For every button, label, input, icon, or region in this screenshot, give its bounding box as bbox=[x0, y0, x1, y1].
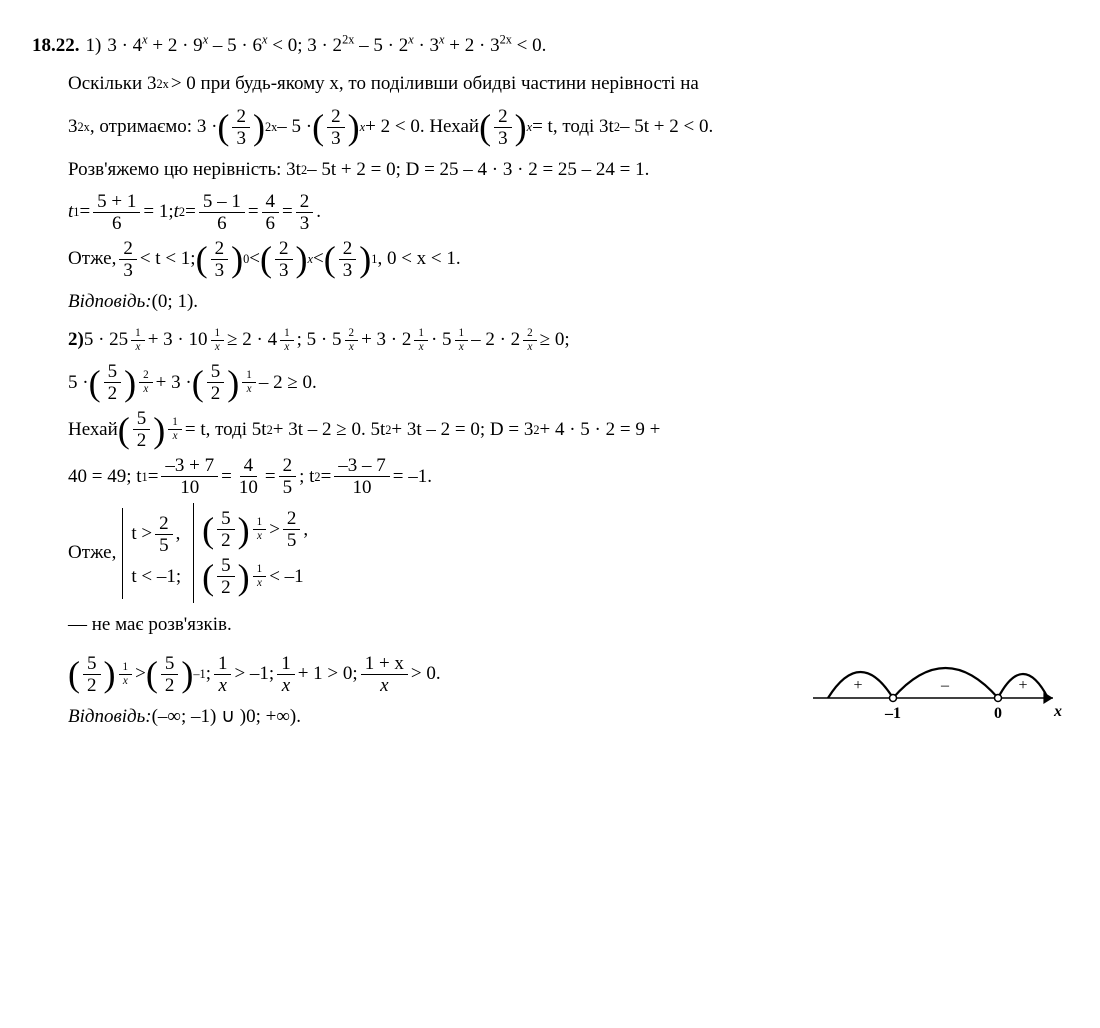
p1-line4: Розв'яжемо цю нерівність: 3t2 – 5t + 2 =… bbox=[32, 154, 1068, 186]
part2-final-ineq: (52)1x > (52)–1 ; 1x > –1; 1x + 1 > 0; 1… bbox=[68, 654, 441, 695]
number-line-svg: –1 0 + – + x bbox=[808, 648, 1068, 728]
part2-no-solutions: — не має розв'язків. bbox=[32, 609, 1068, 641]
p1-line3: 32x , отримаємо: 3 · (23)2x – 5 · (23)x … bbox=[32, 107, 1068, 148]
svg-text:0: 0 bbox=[994, 705, 1002, 722]
svg-text:–1: –1 bbox=[884, 705, 901, 722]
part1-label: 1) bbox=[86, 30, 102, 62]
p1-answer: Відповідь: (0; 1). bbox=[32, 286, 1068, 318]
part2-line2: 5 · (52)2x + 3 · (52)1x – 2 ≥ 0. bbox=[32, 362, 1068, 403]
sign-diagram: –1 0 + – + x bbox=[808, 648, 1068, 739]
p1-expr: 3 · 4x + 2 · 9x – 5 · 6x < 0; 3 · 22x – … bbox=[107, 30, 546, 62]
p1-roots: t1 = 5 + 16 = 1; t2 = 5 – 16 = 46 = 23 . bbox=[32, 192, 1068, 233]
part2-line1: 2) 5 · 251x + 3 · 101x ≥ 2 · 41x ; 5 · 5… bbox=[32, 324, 1068, 356]
svg-text:+: + bbox=[853, 677, 862, 694]
part2-final-row: (52)1x > (52)–1 ; 1x > –1; 1x + 1 > 0; 1… bbox=[32, 648, 1068, 739]
part2-line4: 40 = 49; t1 = –3 + 710 = 410 = 25 ; t2 =… bbox=[32, 456, 1068, 497]
part2-system: Отже, t > 25, t < –1; (52)1x > 25, (52)1… bbox=[32, 503, 1068, 603]
svg-text:x: x bbox=[1053, 703, 1062, 720]
svg-text:+: + bbox=[1018, 677, 1027, 694]
system-bracket-2: (52)1x > 25, (52)1x < –1 bbox=[193, 503, 308, 603]
problem-number: 18.22. bbox=[32, 30, 80, 62]
p1-otzhe: Отже, 23 < t < 1; (23)0 < (23)x < (23)1 … bbox=[32, 239, 1068, 280]
p1-line2: Оскільки 32x > 0 при будь-якому x, то по… bbox=[32, 68, 1068, 100]
svg-text:–: – bbox=[940, 677, 950, 694]
part2-line3: Нехай (52)1x = t, тоді 5t2 + 3t – 2 ≥ 0.… bbox=[32, 409, 1068, 450]
part2-answer: Відповідь: (–∞; –1) ∪ )0; +∞). bbox=[68, 701, 441, 733]
system-bracket-1: t > 25, t < –1; bbox=[122, 508, 181, 599]
problem-header: 18.22. 1) 3 · 4x + 2 · 9x – 5 · 6x < 0; … bbox=[32, 30, 1068, 62]
